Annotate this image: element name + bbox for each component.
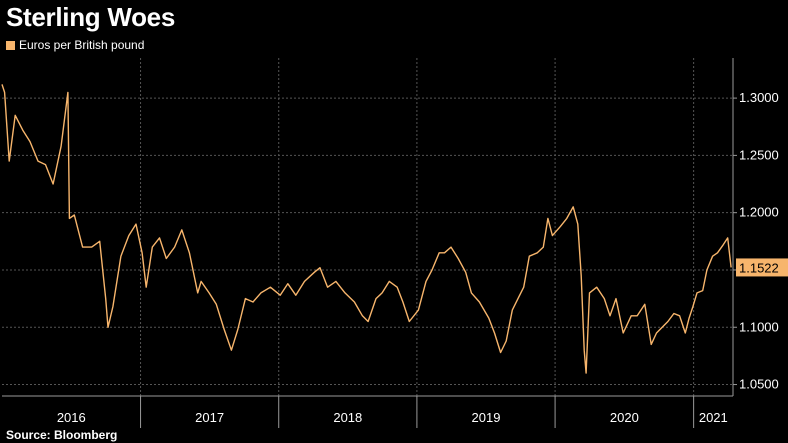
last-value-badge [736,258,788,277]
y-tick-label: 1.2000 [739,205,779,220]
x-year-label: 2021 [699,410,728,425]
y-tick-label: 1.0500 [739,377,779,392]
y-tick-label: 1.1000 [739,319,779,334]
last-value-label: 1.1522 [739,260,779,275]
x-year-label: 2018 [333,410,362,425]
y-tick-label: 1.3000 [739,90,779,105]
x-year-label: 2020 [610,410,639,425]
x-year-label: 2016 [57,410,86,425]
source-note: Source: Bloomberg [6,428,118,442]
legend-swatch [6,40,15,50]
series-line [1,84,732,374]
x-year-label: 2019 [472,410,501,425]
legend: Euros per British pound [6,38,144,52]
legend-label: Euros per British pound [19,38,145,52]
y-tick-label: 1.2500 [739,147,779,162]
chart-title: Sterling Woes [6,2,175,32]
x-year-label: 2017 [195,410,224,425]
